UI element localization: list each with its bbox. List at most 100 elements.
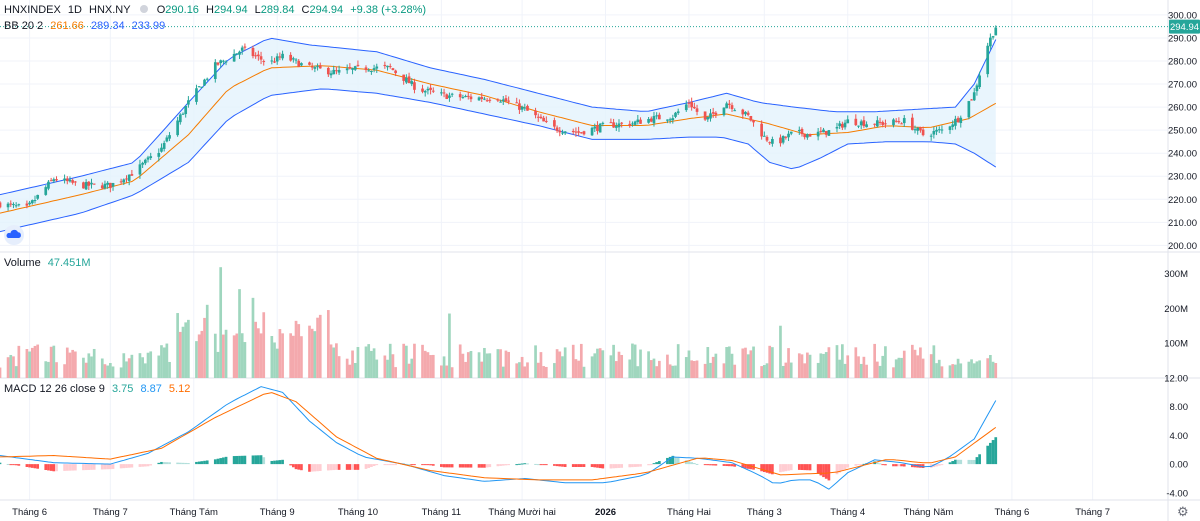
candle-body [948,126,952,130]
volume-bar [421,344,424,378]
candle-body [553,120,556,127]
macd-histogram-bar [313,464,317,472]
price-axis-label: 290.00 [1168,33,1197,44]
macd-histogram-bar [631,464,634,468]
volume-bar [458,344,462,378]
macd-histogram-bar [316,464,319,472]
volume-bar [706,347,710,378]
volume-bar [461,353,465,378]
volume-bar [779,325,782,378]
symbol-legend[interactable]: HNXINDEX 1D HNX.NY O290.16 H294.94 L289.… [4,3,430,17]
macd-histogram-bar [590,464,594,467]
volume-bar [469,350,473,378]
volume-bar [816,362,820,378]
candle-body [534,110,537,116]
macd-histogram-bar [240,455,244,465]
volume-bar [160,345,163,378]
macd-histogram-bar [668,456,672,465]
candle-body [846,119,850,124]
candle-body [574,131,578,133]
volume-bar [803,363,807,378]
macd-histogram-bar [768,464,772,474]
candle-body [884,123,887,125]
macd-histogram-bar [614,464,618,469]
volume-bar [243,342,247,378]
candle-body [157,152,161,157]
volume-bar [184,322,188,378]
volume-bar [762,365,766,378]
bb-name[interactable]: BB 20 2 [4,20,44,32]
candle-body [410,81,414,85]
volume-name[interactable]: Volume [4,257,41,269]
macd-histogram-bar [238,455,241,465]
macd-histogram-bar [579,464,583,467]
change-value: +9.38 (+3.28%) [350,4,427,16]
volume-bar [843,363,847,378]
macd-name[interactable]: MACD 12 26 close 9 [4,383,105,395]
macd-histogram-bar [601,464,605,469]
volume-bar [878,365,882,378]
volume-legend[interactable]: Volume 47.451M [4,256,95,270]
macd-histogram-bar [989,442,992,465]
candle-body [326,67,330,75]
candle-body [835,126,839,129]
macd-histogram-bar [187,463,190,465]
volume-bar [235,333,239,378]
macd-histogram-bar [90,464,93,470]
macd-legend[interactable]: MACD 12 26 close 9 3.75 8.87 5.12 [4,382,194,396]
candle-body [975,85,979,92]
macd-histogram-bar [332,464,336,471]
macd-histogram-bar [480,464,484,468]
candle-body [959,117,963,124]
macd-histogram-bar [542,464,545,466]
macd-histogram-bar [913,464,917,468]
volume-bar [884,346,887,378]
macd-histogram-bar [82,464,85,471]
macd-histogram-bar [119,464,123,469]
volume-bar [902,350,906,378]
volume-bar [765,363,769,378]
macd-histogram-bar [466,464,470,468]
macd-histogram-bar [800,464,804,471]
volume-bar [289,333,292,378]
interval-label[interactable]: 1D [67,4,82,16]
candle-body [577,131,580,133]
candle-body [596,125,599,131]
volume-bar [784,362,788,378]
tradingview-logo-icon[interactable] [4,225,24,245]
volume-bar [375,359,379,378]
candle-body [612,122,615,128]
volume-bar [477,352,481,378]
volume-bar [841,344,844,378]
volume-bar [674,365,677,378]
macd-histogram-bar [797,464,801,470]
time-axis-label: Tháng Tám [170,507,218,518]
macd-histogram-bar [876,462,879,465]
time-axis-label: Tháng 11 [422,507,461,518]
volume-bar [749,350,753,378]
candle-body [808,134,812,137]
volume-bar [631,343,634,378]
candle-body [614,126,618,128]
settings-gear-icon[interactable]: ⚙ [1177,504,1189,519]
macd-histogram-bar [184,462,188,465]
macd-histogram-bar [765,464,769,473]
macd-histogram-bar [515,464,519,466]
candle-body [752,120,755,123]
volume-bar [515,363,519,378]
bb-legend[interactable]: BB 20 2 261.66 289.34 233.99 [4,19,169,33]
candle-body [633,121,637,125]
bb-basis-value: 261.66 [50,20,84,32]
candle-body [744,111,747,115]
macd-histogram-bar [367,464,371,468]
volume-bar [28,351,31,378]
candle-body [722,107,726,116]
candle-body [714,112,718,115]
macd-histogram-bar [224,456,228,465]
macd-histogram-bar [308,464,311,472]
candle-body [967,101,971,118]
symbol-name[interactable]: HNXINDEX [4,4,61,16]
macd-histogram-bar [28,464,31,468]
candle-body [894,120,898,122]
